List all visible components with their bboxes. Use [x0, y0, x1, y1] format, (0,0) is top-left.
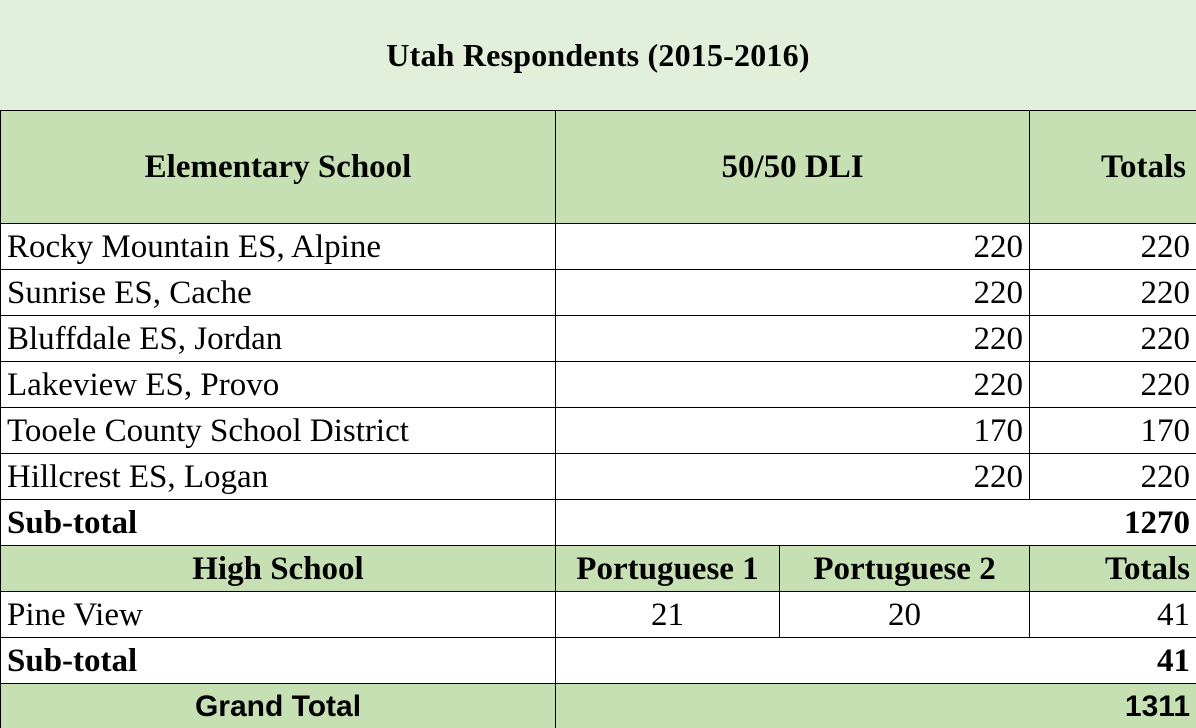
table-row: Rocky Mountain ES, Alpine 220 220	[0, 223, 1196, 270]
header-hs-totals: Totals	[1029, 545, 1196, 592]
header-high-school: High School	[0, 545, 556, 592]
row-total: 220	[1029, 361, 1196, 408]
high-school-header-row: High School Portuguese 1 Portuguese 2 To…	[0, 545, 1196, 592]
elementary-subtotal-row: Sub-total 1270	[0, 499, 1196, 546]
header-dli: 50/50 DLI	[554, 110, 1031, 224]
subtotal-value: 1270	[554, 499, 1196, 546]
row-total: 220	[1029, 453, 1196, 500]
school-name: Rocky Mountain ES, Alpine	[0, 223, 556, 270]
dli-count: 220	[554, 223, 1031, 270]
school-name: Sunrise ES, Cache	[0, 269, 556, 316]
grand-total-row: Grand Total 1311	[0, 683, 1196, 728]
header-portuguese-2: Portuguese 2	[778, 545, 1031, 592]
dli-count: 220	[554, 453, 1031, 500]
portuguese-2-count: 20	[778, 591, 1031, 638]
row-total: 41	[1029, 591, 1196, 638]
row-total: 170	[1029, 407, 1196, 454]
header-portuguese-1: Portuguese 1	[555, 545, 780, 592]
subtotal-label: Sub-total	[0, 499, 556, 546]
school-name: Bluffdale ES, Jordan	[0, 315, 556, 362]
respondents-table: Elementary School 50/50 DLI Totals Rocky…	[0, 110, 1196, 728]
elementary-header-row: Elementary School 50/50 DLI Totals	[0, 110, 1196, 224]
table-row: Hillcrest ES, Logan 220 220	[0, 453, 1196, 500]
grand-total-label: Grand Total	[0, 683, 556, 728]
table-row: Lakeview ES, Provo 220 220	[0, 361, 1196, 408]
dli-count: 220	[554, 269, 1031, 316]
table-row: Pine View 21 20 41	[0, 591, 1196, 638]
school-name: Lakeview ES, Provo	[0, 361, 556, 408]
school-name: Pine View	[0, 591, 556, 638]
dli-count: 220	[554, 315, 1031, 362]
subtotal-label: Sub-total	[0, 637, 556, 684]
row-total: 220	[1029, 269, 1196, 316]
table-row: Sunrise ES, Cache 220 220	[0, 269, 1196, 316]
header-elementary-school: Elementary School	[0, 110, 556, 224]
row-total: 220	[1029, 315, 1196, 362]
school-name: Hillcrest ES, Logan	[0, 453, 556, 500]
grand-total-value: 1311	[554, 683, 1196, 728]
table-title: Utah Respondents (2015-2016)	[0, 0, 1196, 110]
school-name: Tooele County School District	[0, 407, 556, 454]
high-school-subtotal-row: Sub-total 41	[0, 637, 1196, 684]
row-total: 220	[1029, 223, 1196, 270]
dli-count: 170	[554, 407, 1031, 454]
table-row: Bluffdale ES, Jordan 220 220	[0, 315, 1196, 362]
subtotal-value: 41	[554, 637, 1196, 684]
dli-count: 220	[554, 361, 1031, 408]
portuguese-1-count: 21	[555, 591, 780, 638]
header-totals: Totals	[1029, 110, 1196, 224]
table-row: Tooele County School District 170 170	[0, 407, 1196, 454]
